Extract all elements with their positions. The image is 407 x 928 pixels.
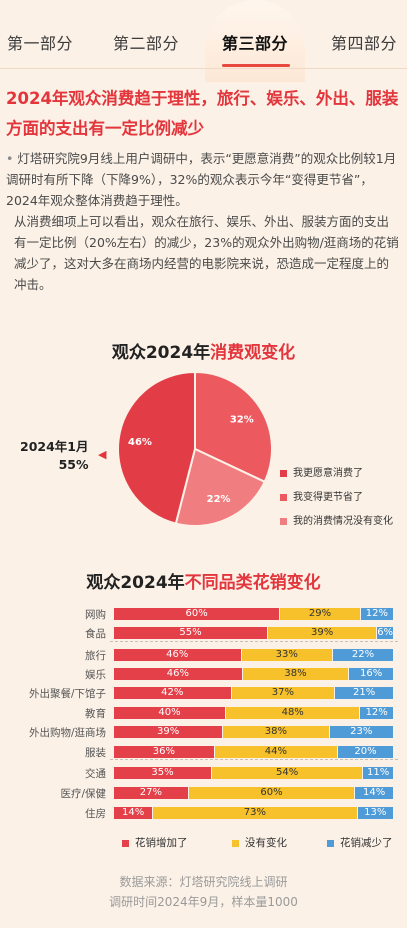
tab-divider — [0, 68, 407, 69]
pie-chart-title: 观众2024年消费观变化 — [0, 338, 407, 363]
bar-legend-label-2: 没有变化 — [245, 837, 287, 849]
pie-legend-label-2: 我变得更节省了 — [293, 492, 363, 503]
active-tab-indicator — [222, 64, 290, 67]
bar-segment-unchanged: 39% — [268, 627, 377, 639]
bar-legend-label-1: 花销增加了 — [135, 837, 188, 849]
bar-segment-unchanged: 38% — [242, 668, 349, 680]
bar-segment-increased: 46% — [114, 668, 242, 680]
pie-slice-label: 32% — [230, 414, 254, 425]
pie-slice-more-frugal — [194, 370, 273, 484]
pie-slice-more-willing — [117, 370, 196, 525]
bullet-icon: • — [6, 151, 14, 166]
legend-swatch — [280, 517, 287, 525]
pie-side-label-value: 55% — [58, 457, 89, 472]
bar-legend-item-2: 没有变化 — [232, 835, 287, 850]
bar-segment-decreased: 14% — [355, 787, 393, 799]
bar-segment-decreased: 21% — [335, 687, 393, 699]
pie-title-highlight: 消费观变化 — [210, 343, 296, 363]
category-label: 娱乐 — [85, 669, 106, 681]
category-label: 食品 — [85, 628, 106, 640]
bar-segment-increased: 55% — [114, 627, 267, 639]
bar-segment-increased: 42% — [114, 687, 231, 699]
section-headline: 2024年观众消费趋于理性，旅行、娱乐、外出、服装方面的支出有一定比例减少 — [6, 89, 399, 138]
bar-segment-increased: 14% — [114, 807, 153, 819]
pie-title-prefix: 观众2024年 — [111, 343, 211, 363]
bar-segment-decreased: 6% — [377, 627, 394, 639]
bar-chart-title: 观众2024年不同品类花销变化 — [0, 568, 407, 593]
legend-swatch — [232, 839, 239, 847]
pie-legend-label-3: 我的消费情况没有变化 — [293, 516, 393, 527]
body-text: • 灯塔研究院9月线上用户调研中，表示“更愿意消费”的观众比例较1月调研时有所下… — [6, 148, 400, 295]
bar-segment-decreased: 11% — [363, 767, 393, 779]
category-label: 旅行 — [85, 650, 106, 662]
category-label: 网购 — [85, 609, 106, 621]
category-label: 医疗/保健 — [60, 788, 106, 800]
bar-segment-unchanged: 54% — [212, 767, 363, 779]
tab-part-4[interactable]: 第四部分 — [331, 34, 398, 53]
pie-legend-label-1: 我更愿意消费了 — [293, 468, 363, 479]
pie-slice-label: 22% — [207, 494, 231, 505]
legend-swatch — [327, 839, 334, 847]
bar-segment-decreased: 12% — [360, 608, 393, 620]
tab-part-1[interactable]: 第一部分 — [7, 34, 74, 53]
legend-swatch — [280, 493, 287, 501]
bar-legend-item-3: 花销减少了 — [327, 835, 393, 850]
category-label: 服装 — [85, 747, 106, 759]
category-label: 外出购物/逛商场 — [28, 727, 106, 739]
group-divider — [110, 759, 398, 760]
pie-legend-item-2: 我变得更节省了 — [280, 488, 363, 503]
bar-segment-decreased: 12% — [360, 707, 393, 719]
bar-segment-increased: 36% — [114, 746, 214, 758]
bar-segment-decreased: 20% — [338, 746, 393, 758]
bar-segment-increased: 35% — [114, 767, 211, 779]
bar-title-highlight: 不同品类花销变化 — [184, 573, 321, 593]
bar-segment-unchanged: 73% — [153, 807, 357, 819]
bar-segment-unchanged: 33% — [241, 649, 332, 661]
bar-segment-unchanged: 60% — [188, 787, 355, 799]
legend-swatch — [122, 839, 129, 847]
category-label: 外出聚餐/下馆子 — [28, 688, 106, 700]
pie-side-annotation: 2024年1月 55% — [20, 438, 89, 474]
tab-part-3[interactable]: 第三部分 — [222, 34, 289, 53]
bar-segment-unchanged: 38% — [223, 726, 329, 738]
bar-legend-label-3: 花销减少了 — [340, 837, 393, 849]
bar-segment-decreased: 13% — [357, 807, 393, 819]
pie-legend-item-1: 我更愿意消费了 — [280, 464, 363, 479]
bar-segment-decreased: 23% — [329, 726, 393, 738]
bar-segment-unchanged: 29% — [280, 608, 360, 620]
bar-segment-increased: 39% — [114, 726, 223, 738]
pie-side-label-period: 2024年1月 — [20, 439, 89, 454]
pie-slice-no-change — [174, 447, 267, 527]
source-line-1: 数据来源：灯塔研究院线上调研 — [119, 875, 288, 889]
bar-segment-decreased: 22% — [333, 649, 393, 661]
bar-segment-increased: 46% — [114, 649, 241, 661]
paragraph-1: • 灯塔研究院9月线上用户调研中，表示“更愿意消费”的观众比例较1月调研时有所下… — [6, 148, 400, 211]
tab-part-2[interactable]: 第二部分 — [113, 34, 180, 53]
bar-segment-decreased: 16% — [349, 668, 393, 680]
legend-swatch — [280, 469, 287, 477]
bar-segment-increased: 60% — [114, 608, 280, 620]
paragraph-1-text: 灯塔研究院9月线上用户调研中，表示“更愿意消费”的观众比例较1月调研时有所下降（… — [6, 151, 397, 208]
category-label: 教育 — [85, 708, 106, 720]
source-line-2: 调研时间2024年9月，样本量1000 — [109, 895, 298, 909]
bar-segment-increased: 40% — [114, 707, 225, 719]
pie-legend-item-3: 我的消费情况没有变化 — [280, 512, 393, 527]
arrow-left-icon: ◀ — [98, 448, 107, 461]
pie-chart: 32% 22% 46% — [117, 370, 273, 527]
bar-segment-increased: 27% — [114, 787, 188, 799]
bar-segment-unchanged: 44% — [214, 746, 337, 758]
bar-legend-item-1: 花销增加了 — [122, 835, 188, 850]
pie-slice-label: 46% — [128, 437, 152, 448]
paragraph-2: 从消费细项上可以看出，观众在旅行、娱乐、外出、服装方面的支出有一定比例（20%左… — [14, 214, 399, 292]
bar-segment-unchanged: 37% — [231, 687, 335, 699]
group-divider — [110, 641, 398, 642]
bar-title-prefix: 观众2024年 — [86, 573, 185, 593]
category-label: 交通 — [85, 768, 106, 780]
bar-segment-unchanged: 48% — [226, 707, 360, 719]
category-label: 住房 — [85, 808, 106, 820]
tab-bar: 第一部分 第二部分 第三部分 第四部分 — [0, 0, 407, 82]
